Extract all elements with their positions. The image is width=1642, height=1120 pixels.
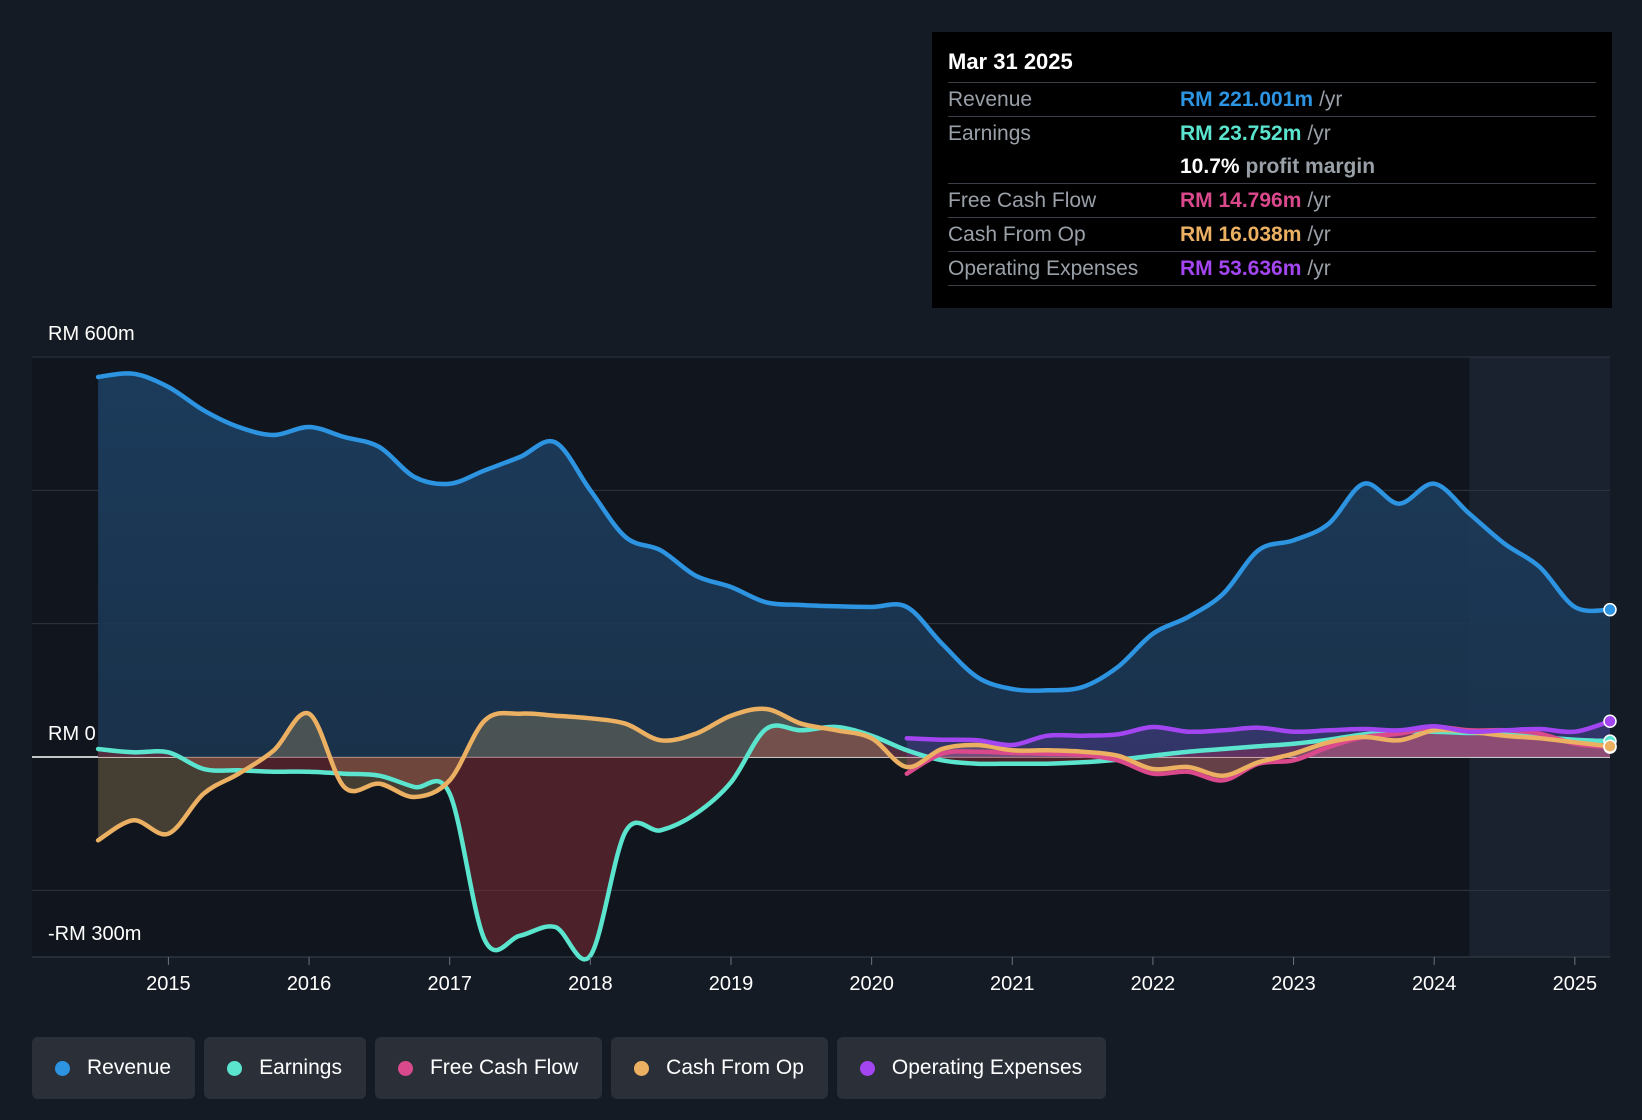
- legend-label: Revenue: [87, 1056, 172, 1079]
- tooltip-label: Operating Expenses: [948, 256, 1139, 280]
- tooltip-label: Revenue: [948, 87, 1033, 111]
- chart-lines: [95, 371, 1613, 962]
- y-axis-zero-label: RM 0: [48, 723, 96, 745]
- x-tick-label: 2022: [1131, 973, 1176, 995]
- tooltip-value-opex: RM 53.636m: [1180, 256, 1302, 280]
- cfo-end-marker: [1603, 739, 1617, 754]
- x-tick-label: 2016: [287, 973, 332, 995]
- tooltip-unit: /yr: [1307, 188, 1331, 212]
- legend-item-fcf[interactable]: Free Cash Flow: [374, 1037, 603, 1099]
- end-markers: [1603, 602, 1617, 754]
- tooltip-unit: /yr: [1307, 222, 1331, 246]
- tooltip-unit: /yr: [1307, 121, 1331, 145]
- x-tick-label: 2015: [146, 973, 191, 995]
- tooltip-label: Earnings: [948, 121, 1031, 145]
- tooltip-value-margin: 10.7%: [1180, 154, 1240, 178]
- tooltip-label: Cash From Op: [948, 222, 1086, 246]
- y-axis-bottom-label: -RM 300m: [48, 923, 141, 945]
- tooltip-row-margin: 10.7% profit margin: [948, 150, 1596, 183]
- x-axis-ticks: 2015 2016 2017 2018 2019 2020 2021 2022 2023 2024…: [146, 957, 1597, 995]
- tooltip-value-fcf: RM 14.796m: [1180, 188, 1302, 212]
- x-tick-label: 2023: [1271, 973, 1316, 995]
- legend-label: Earnings: [259, 1056, 342, 1079]
- tooltip-unit: profit margin: [1245, 154, 1376, 178]
- tooltip-row-fcf: Free Cash Flow RM 14.796m /yr: [948, 183, 1596, 217]
- tooltip-value-revenue: RM 221.001m: [1180, 87, 1314, 111]
- legend-dot-icon: [397, 1060, 413, 1076]
- tooltip-row-revenue: Revenue RM 221.001m /yr: [948, 82, 1596, 116]
- revenue-end-marker: [1603, 602, 1617, 617]
- tooltip-value-cfo: RM 16.038m: [1180, 222, 1302, 246]
- revenue-line: [95, 371, 1613, 693]
- legend-dot-icon: [634, 1060, 650, 1076]
- legend-item-opex[interactable]: Operating Expenses: [836, 1037, 1107, 1099]
- legend-item-cfo[interactable]: Cash From Op: [611, 1037, 828, 1099]
- x-tick-label: 2024: [1412, 973, 1457, 995]
- tooltip-row-earnings: Earnings RM 23.752m /yr: [948, 116, 1596, 150]
- fcf-area: [906, 726, 1610, 781]
- legend-dot-icon: [55, 1060, 70, 1076]
- legend-label: Cash From Op: [666, 1056, 804, 1079]
- opex-line: [904, 718, 1613, 748]
- tooltip-value-earnings: RM 23.752m: [1180, 121, 1302, 145]
- opex-end-marker: [1603, 714, 1617, 728]
- x-tick-label: 2020: [849, 973, 894, 995]
- tooltip-unit: /yr: [1307, 256, 1331, 280]
- x-tick-label: 2019: [709, 973, 754, 995]
- tooltip-label: Free Cash Flow: [948, 188, 1097, 212]
- revenue-area: [98, 373, 1611, 757]
- legend-label: Operating Expenses: [891, 1056, 1083, 1079]
- legend-item-earnings[interactable]: Earnings: [204, 1037, 366, 1099]
- x-tick-label: 2025: [1553, 973, 1598, 995]
- y-axis-top-label: RM 600m: [48, 323, 135, 345]
- tooltip-date: Mar 31 2025: [948, 49, 1073, 74]
- x-tick-label: 2017: [427, 973, 472, 995]
- cfo-area: [98, 708, 1611, 841]
- legend-dot-icon: [859, 1060, 875, 1076]
- tooltip-panel: Mar 31 2025 Revenue RM 221.001m /yr Earn…: [932, 32, 1612, 308]
- tooltip-row-opex: Operating Expenses RM 53.636m /yr: [948, 251, 1596, 286]
- legend-label: Free Cash Flow: [429, 1056, 579, 1079]
- tooltip-row-cfo: Cash From Op RM 16.038m /yr: [948, 217, 1596, 251]
- legend-dot-icon: [227, 1060, 243, 1076]
- x-tick-label: 2018: [568, 973, 613, 995]
- cfo-line: [95, 706, 1613, 843]
- x-tick-label: 2021: [990, 973, 1035, 995]
- legend: Revenue Earnings Free Cash Flow Cash Fro…: [32, 1037, 1115, 1099]
- legend-item-revenue[interactable]: Revenue: [32, 1037, 196, 1099]
- tooltip-unit: /yr: [1319, 87, 1343, 111]
